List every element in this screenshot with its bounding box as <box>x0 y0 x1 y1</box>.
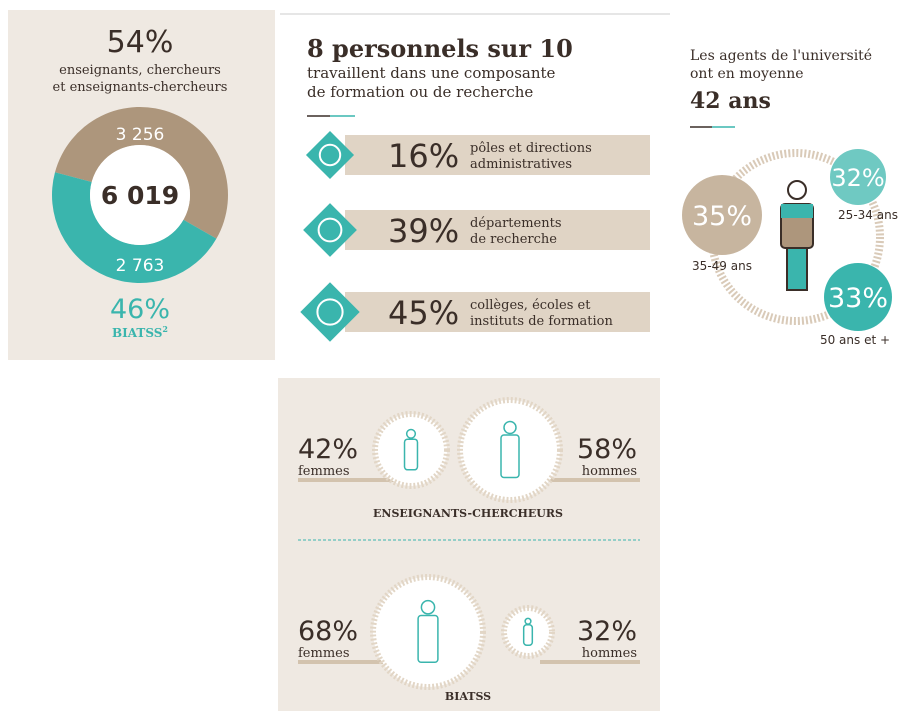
row-label: départements <box>470 216 562 231</box>
total: 6 019 <box>101 181 179 210</box>
segment-label: 3 256 <box>116 125 165 145</box>
head <box>420 599 436 615</box>
label: 35-49 ans <box>692 259 752 273</box>
pct: 32% <box>577 616 637 647</box>
row-bar <box>345 135 650 175</box>
person-icon <box>780 180 814 291</box>
head <box>405 428 417 439</box>
donut-segment <box>54 107 228 239</box>
ring <box>457 397 563 503</box>
pct: 32% <box>831 164 884 192</box>
body <box>403 438 419 471</box>
label: femmes <box>298 464 350 479</box>
label: et enseignants-chercheurs <box>53 80 228 95</box>
pct: 39% <box>388 212 459 250</box>
subtitle: de formation ou de recherche <box>307 83 533 101</box>
icon <box>317 217 343 243</box>
label: hommes <box>582 464 637 479</box>
age-circle <box>830 149 886 205</box>
donut-segment <box>52 172 217 284</box>
pct: 33% <box>828 283 888 314</box>
body <box>522 624 534 646</box>
average: 42 ans <box>690 88 771 114</box>
body <box>417 614 439 663</box>
gender: 42%femmes58%hommesENSEIGNANTS-CHERCHEURS… <box>298 397 640 703</box>
icon <box>316 298 344 326</box>
label: 25-34 ans <box>838 208 898 222</box>
pct: 35% <box>692 201 752 232</box>
subtitle: travaillent dans une composante <box>307 64 556 82</box>
label: hommes <box>582 646 637 661</box>
donut-hole <box>90 145 190 245</box>
pct: 45% <box>388 294 459 332</box>
row-label: administratives <box>470 157 572 172</box>
body <box>500 434 520 479</box>
ring <box>708 149 884 325</box>
age-circle <box>824 263 892 331</box>
label: ont en moyenne <box>690 66 804 82</box>
ring <box>372 411 450 489</box>
section-label: ENSEIGNANTS-CHERCHEURS <box>373 507 563 520</box>
ring <box>370 574 486 690</box>
segment-label: 2 763 <box>116 256 165 276</box>
pct: 68% <box>298 616 358 647</box>
label: BIATSS2 <box>112 324 168 340</box>
age-circle <box>682 175 762 255</box>
label: femmes <box>298 646 350 661</box>
pct: 42% <box>298 434 358 465</box>
row-label: de recherche <box>470 232 557 247</box>
label: 50 ans et + <box>820 333 890 347</box>
pct: 16% <box>388 137 459 175</box>
section-label: BIATSS <box>445 690 491 703</box>
donut <box>52 107 228 284</box>
diamond <box>305 130 355 180</box>
label: BIATSS <box>112 326 162 340</box>
row-label: pôles et directions <box>470 141 592 156</box>
pct: 54% <box>107 25 174 60</box>
pct: 58% <box>577 434 637 465</box>
title: 8 personnels sur 10 <box>307 34 573 63</box>
row-bar <box>345 210 650 250</box>
diamond <box>303 203 357 257</box>
pct: 46% <box>110 294 170 325</box>
sup: 2 <box>162 324 168 334</box>
row-label: instituts de formation <box>470 314 613 329</box>
row-bar <box>345 292 650 332</box>
icon <box>318 143 342 167</box>
head <box>503 420 517 435</box>
label: enseignants, chercheurs <box>59 63 221 78</box>
ring <box>501 605 555 659</box>
row-label: collèges, écoles et <box>470 298 591 313</box>
diamond <box>300 282 360 342</box>
label: Les agents de l'université <box>690 48 872 64</box>
